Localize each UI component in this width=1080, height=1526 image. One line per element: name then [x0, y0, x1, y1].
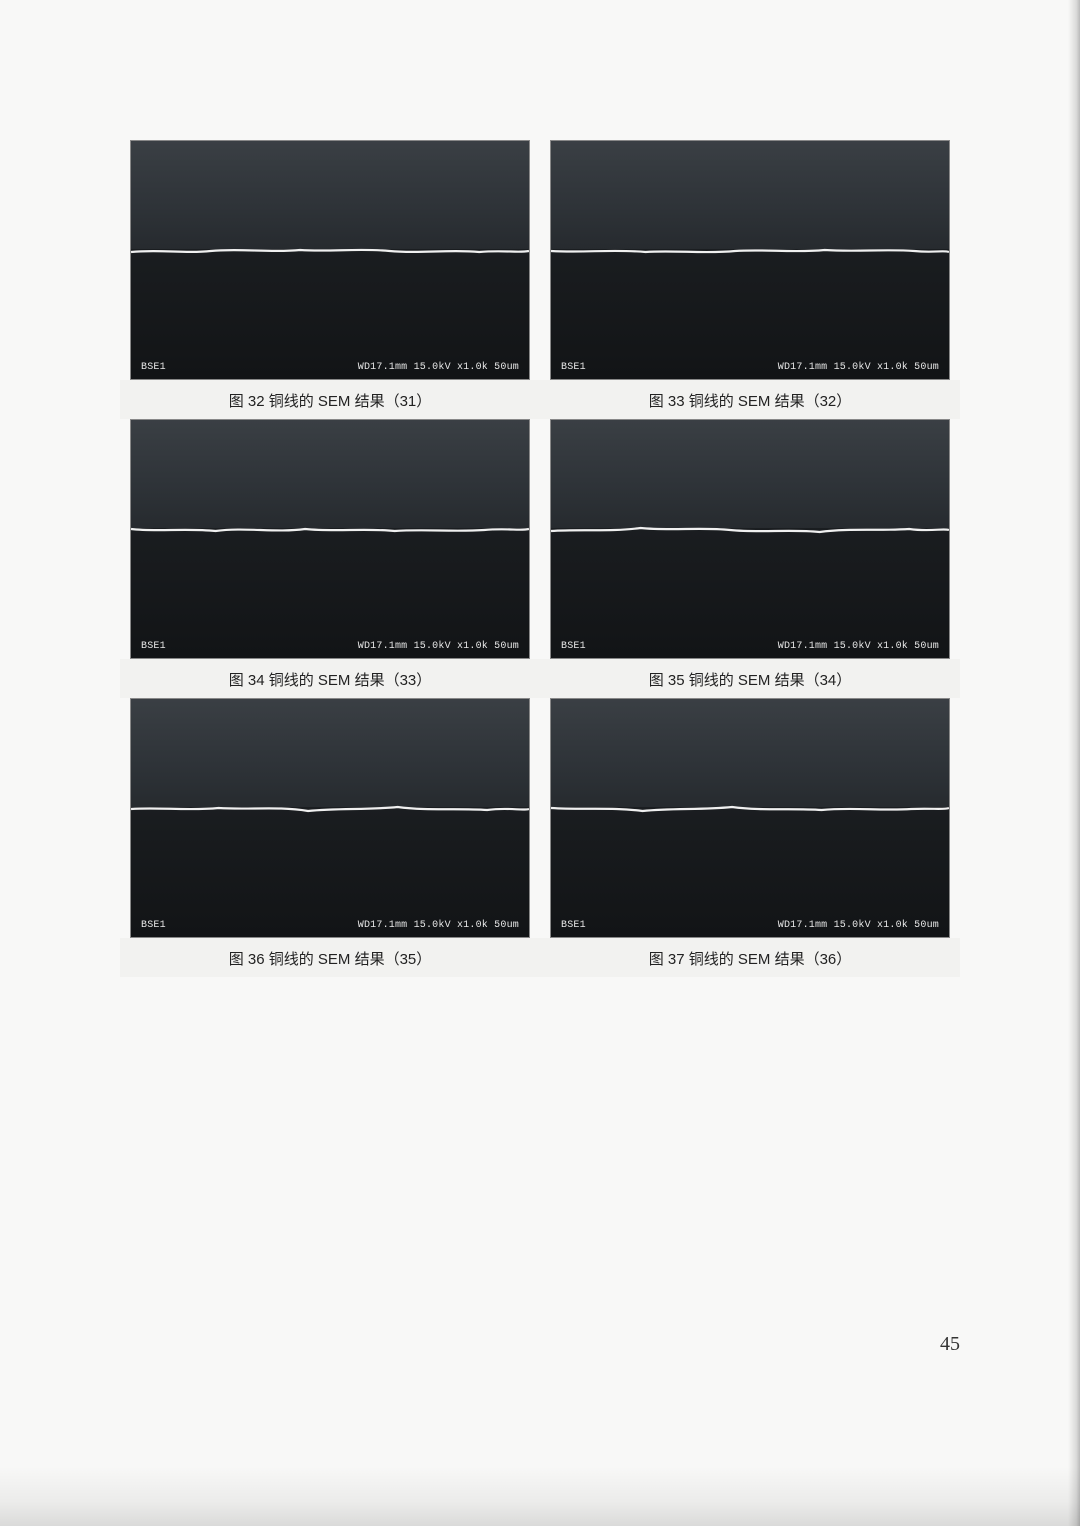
- sem-meta-text: WD17.1mm 15.0kV x1.0k 50um: [358, 920, 519, 931]
- sem-meta-text: WD17.1mm 15.0kV x1.0k 50um: [778, 362, 939, 373]
- sem-meta-bar: BSE1 WD17.1mm 15.0kV x1.0k 50um: [551, 362, 949, 373]
- sem-meta-text: WD17.1mm 15.0kV x1.0k 50um: [358, 641, 519, 652]
- sem-lower-region: [131, 807, 529, 937]
- sem-image: BSE1 WD17.1mm 15.0kV x1.0k 50um: [550, 140, 950, 380]
- sem-interface-line: [131, 804, 529, 814]
- sem-lower-region: [131, 249, 529, 379]
- scan-bottom-edge: [0, 1466, 1080, 1526]
- sem-upper-region: [551, 420, 949, 530]
- sem-meta-bar: BSE1 WD17.1mm 15.0kV x1.0k 50um: [131, 641, 529, 652]
- figure-cell: BSE1 WD17.1mm 15.0kV x1.0k 50um 图 37 铜线的…: [540, 698, 960, 977]
- sem-meta-bar: BSE1 WD17.1mm 15.0kV x1.0k 50um: [131, 920, 529, 931]
- sem-meta-bar: BSE1 WD17.1mm 15.0kV x1.0k 50um: [551, 641, 949, 652]
- sem-interface-line: [131, 525, 529, 535]
- figure-caption: 图 33 铜线的 SEM 结果（32）: [540, 380, 960, 419]
- sem-meta-bar: BSE1 WD17.1mm 15.0kV x1.0k 50um: [131, 362, 529, 373]
- sem-upper-region: [131, 699, 529, 809]
- sem-image: BSE1 WD17.1mm 15.0kV x1.0k 50um: [130, 419, 530, 659]
- figure-caption: 图 37 铜线的 SEM 结果（36）: [540, 938, 960, 977]
- sem-image: BSE1 WD17.1mm 15.0kV x1.0k 50um: [130, 698, 530, 938]
- scan-right-edge: [1068, 0, 1080, 1526]
- figure-cell: BSE1 WD17.1mm 15.0kV x1.0k 50um 图 32 铜线的…: [120, 140, 540, 419]
- sem-meta-text: WD17.1mm 15.0kV x1.0k 50um: [358, 362, 519, 373]
- sem-interface-line: [551, 804, 949, 814]
- sem-interface-line: [551, 246, 949, 256]
- sem-upper-region: [131, 141, 529, 251]
- sem-detector-label: BSE1: [561, 362, 586, 373]
- sem-lower-region: [551, 807, 949, 937]
- document-page: BSE1 WD17.1mm 15.0kV x1.0k 50um 图 32 铜线的…: [120, 140, 960, 977]
- sem-detector-label: BSE1: [141, 641, 166, 652]
- sem-interface-line: [131, 246, 529, 256]
- sem-detector-label: BSE1: [141, 362, 166, 373]
- figure-cell: BSE1 WD17.1mm 15.0kV x1.0k 50um 图 33 铜线的…: [540, 140, 960, 419]
- figure-cell: BSE1 WD17.1mm 15.0kV x1.0k 50um 图 34 铜线的…: [120, 419, 540, 698]
- sem-upper-region: [551, 699, 949, 809]
- sem-lower-region: [551, 528, 949, 658]
- sem-figure-grid: BSE1 WD17.1mm 15.0kV x1.0k 50um 图 32 铜线的…: [120, 140, 960, 977]
- sem-upper-region: [551, 141, 949, 251]
- sem-lower-region: [551, 249, 949, 379]
- sem-detector-label: BSE1: [561, 920, 586, 931]
- sem-lower-region: [131, 528, 529, 658]
- sem-image: BSE1 WD17.1mm 15.0kV x1.0k 50um: [130, 140, 530, 380]
- figure-cell: BSE1 WD17.1mm 15.0kV x1.0k 50um 图 36 铜线的…: [120, 698, 540, 977]
- sem-image: BSE1 WD17.1mm 15.0kV x1.0k 50um: [550, 698, 950, 938]
- sem-meta-text: WD17.1mm 15.0kV x1.0k 50um: [778, 641, 939, 652]
- sem-interface-line: [551, 525, 949, 535]
- figure-caption: 图 34 铜线的 SEM 结果（33）: [120, 659, 540, 698]
- figure-cell: BSE1 WD17.1mm 15.0kV x1.0k 50um 图 35 铜线的…: [540, 419, 960, 698]
- sem-image: BSE1 WD17.1mm 15.0kV x1.0k 50um: [550, 419, 950, 659]
- sem-meta-text: WD17.1mm 15.0kV x1.0k 50um: [778, 920, 939, 931]
- sem-upper-region: [131, 420, 529, 530]
- figure-caption: 图 36 铜线的 SEM 结果（35）: [120, 938, 540, 977]
- sem-detector-label: BSE1: [561, 641, 586, 652]
- page-number: 45: [940, 1333, 960, 1356]
- figure-caption: 图 35 铜线的 SEM 结果（34）: [540, 659, 960, 698]
- sem-detector-label: BSE1: [141, 920, 166, 931]
- figure-caption: 图 32 铜线的 SEM 结果（31）: [120, 380, 540, 419]
- sem-meta-bar: BSE1 WD17.1mm 15.0kV x1.0k 50um: [551, 920, 949, 931]
